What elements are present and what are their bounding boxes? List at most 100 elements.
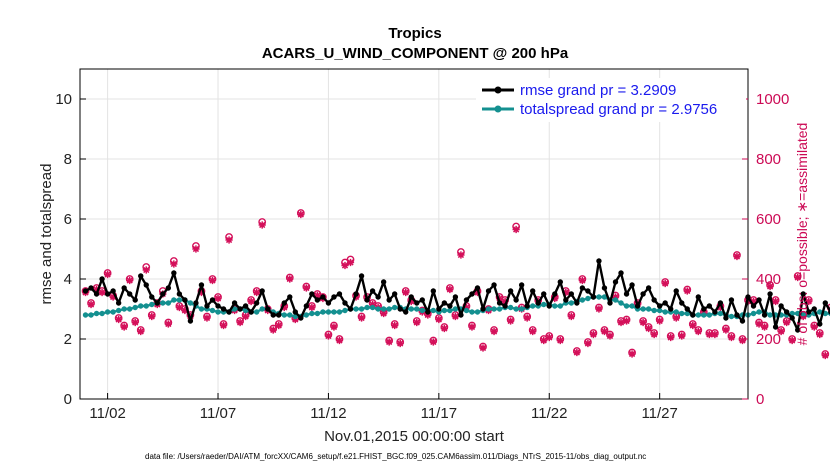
legend-spread-label: totalspread grand pr = 2.9756 <box>520 101 717 118</box>
obs-assimilated-point <box>523 314 531 322</box>
rmse-point <box>645 285 652 291</box>
obs-assimilated-point <box>357 314 366 322</box>
obs-assimilated-point <box>291 315 299 324</box>
obs-assimilated-point <box>131 318 139 327</box>
totalspread-point <box>121 306 127 312</box>
obs-assimilated-point <box>810 323 818 331</box>
totalspread-point <box>800 312 806 318</box>
totalspread-point <box>656 307 663 314</box>
totalspread-point <box>485 306 492 312</box>
obs-assimilated-point <box>711 330 719 339</box>
rmse-point <box>93 291 100 297</box>
totalspread-point <box>463 307 470 314</box>
rmse-point <box>767 291 773 297</box>
totalspread-point <box>287 312 293 318</box>
rmse-point <box>529 288 536 294</box>
rmse-point <box>800 291 806 297</box>
rmse-point <box>121 285 127 291</box>
rmse-point <box>806 309 812 315</box>
rmse-point <box>110 288 116 294</box>
obs-assimilated-point <box>529 327 537 336</box>
obs-assimilated-point <box>672 314 680 322</box>
rmse-point <box>507 288 514 294</box>
obs-assimilated-point <box>137 327 145 336</box>
obs-assimilated-point <box>253 288 261 297</box>
y-axis-label: rmse and totalspread <box>38 164 55 305</box>
rmse-point <box>182 297 188 303</box>
totalspread-point <box>557 303 563 309</box>
totalspread-point <box>364 304 370 311</box>
obs-assimilated-point <box>380 309 388 318</box>
legend-rmse-label: rmse grand pr = 3.2909 <box>520 82 676 99</box>
obs-assimilated-point <box>683 287 691 295</box>
obs-assimilated-point <box>429 338 437 346</box>
rmse-point <box>220 306 227 312</box>
obs-assimilated-point <box>385 338 393 346</box>
x-tick-label: 11/27 <box>641 405 677 422</box>
obs-assimilated-point <box>208 276 217 285</box>
totalspread-point <box>88 312 94 318</box>
rmse-point <box>728 297 735 303</box>
totalspread-point <box>303 312 310 318</box>
totalspread-point <box>187 300 194 306</box>
y-tick-label: 6 <box>64 211 72 228</box>
obs-assimilated-point <box>722 326 730 334</box>
y-right-tick-label: 600 <box>756 211 781 228</box>
totalspread-point <box>728 313 735 320</box>
rmse-point <box>469 291 475 297</box>
rmse-point <box>441 300 448 306</box>
legend-rmse-marker <box>494 86 502 94</box>
obs-assimilated-point <box>192 245 200 253</box>
x-tick-label: 11/17 <box>421 405 457 422</box>
legend-box <box>476 78 746 122</box>
rmse-point <box>789 315 795 321</box>
obs-assimilated-point <box>142 266 150 274</box>
y-tick-label: 8 <box>64 151 72 168</box>
totalspread-point <box>640 306 646 312</box>
y-axis-right-label: # of obs: o=possible; ∗=assimilated <box>794 123 810 346</box>
rmse-point <box>474 285 481 291</box>
obs-assimilated-point <box>727 333 736 342</box>
rmse-point <box>331 294 337 300</box>
obs-assimilated-point <box>578 276 586 285</box>
rmse-point <box>253 300 260 306</box>
obs-assimilated-point <box>335 336 344 345</box>
obs-assimilated-point <box>346 258 355 267</box>
rmse-point <box>557 279 563 285</box>
rmse-point <box>794 327 801 333</box>
totalspread-point <box>325 309 332 315</box>
rmse-point <box>717 300 724 306</box>
rmse-point <box>436 306 442 312</box>
obs-assimilated-point <box>716 303 724 312</box>
totalspread-point <box>662 309 668 315</box>
totalspread-point <box>673 309 679 315</box>
totalspread-point <box>320 309 326 315</box>
obs-assimilated-point <box>766 282 774 291</box>
grid <box>80 69 748 400</box>
obs-assimilated-point <box>275 321 283 330</box>
obs-assimilated-point <box>678 332 686 340</box>
totalspread-point <box>171 297 177 303</box>
totalspread-point <box>529 303 536 309</box>
rmse-point <box>535 300 541 306</box>
obs-assimilated-point <box>749 297 758 306</box>
rmse-point <box>204 303 210 309</box>
totalspread-point <box>717 310 724 317</box>
rmse-point <box>231 300 238 306</box>
rmse-point <box>149 294 155 300</box>
rmse-point <box>104 291 111 297</box>
rmse-point <box>579 285 586 291</box>
series-layer <box>81 209 830 360</box>
rmse-point <box>524 303 530 309</box>
obs-assimilated-point <box>783 318 791 327</box>
obs-assimilated-point <box>280 303 288 312</box>
obs-assimilated-point <box>391 321 399 330</box>
totalspread-point <box>623 303 630 309</box>
totalspread-point <box>629 303 635 309</box>
totalspread-point <box>430 307 437 314</box>
y-tick-label: 10 <box>55 91 72 108</box>
totalspread-point <box>110 309 116 315</box>
totalspread-point <box>176 297 183 303</box>
rmse-point <box>651 297 657 303</box>
totalspread-point <box>496 306 503 312</box>
